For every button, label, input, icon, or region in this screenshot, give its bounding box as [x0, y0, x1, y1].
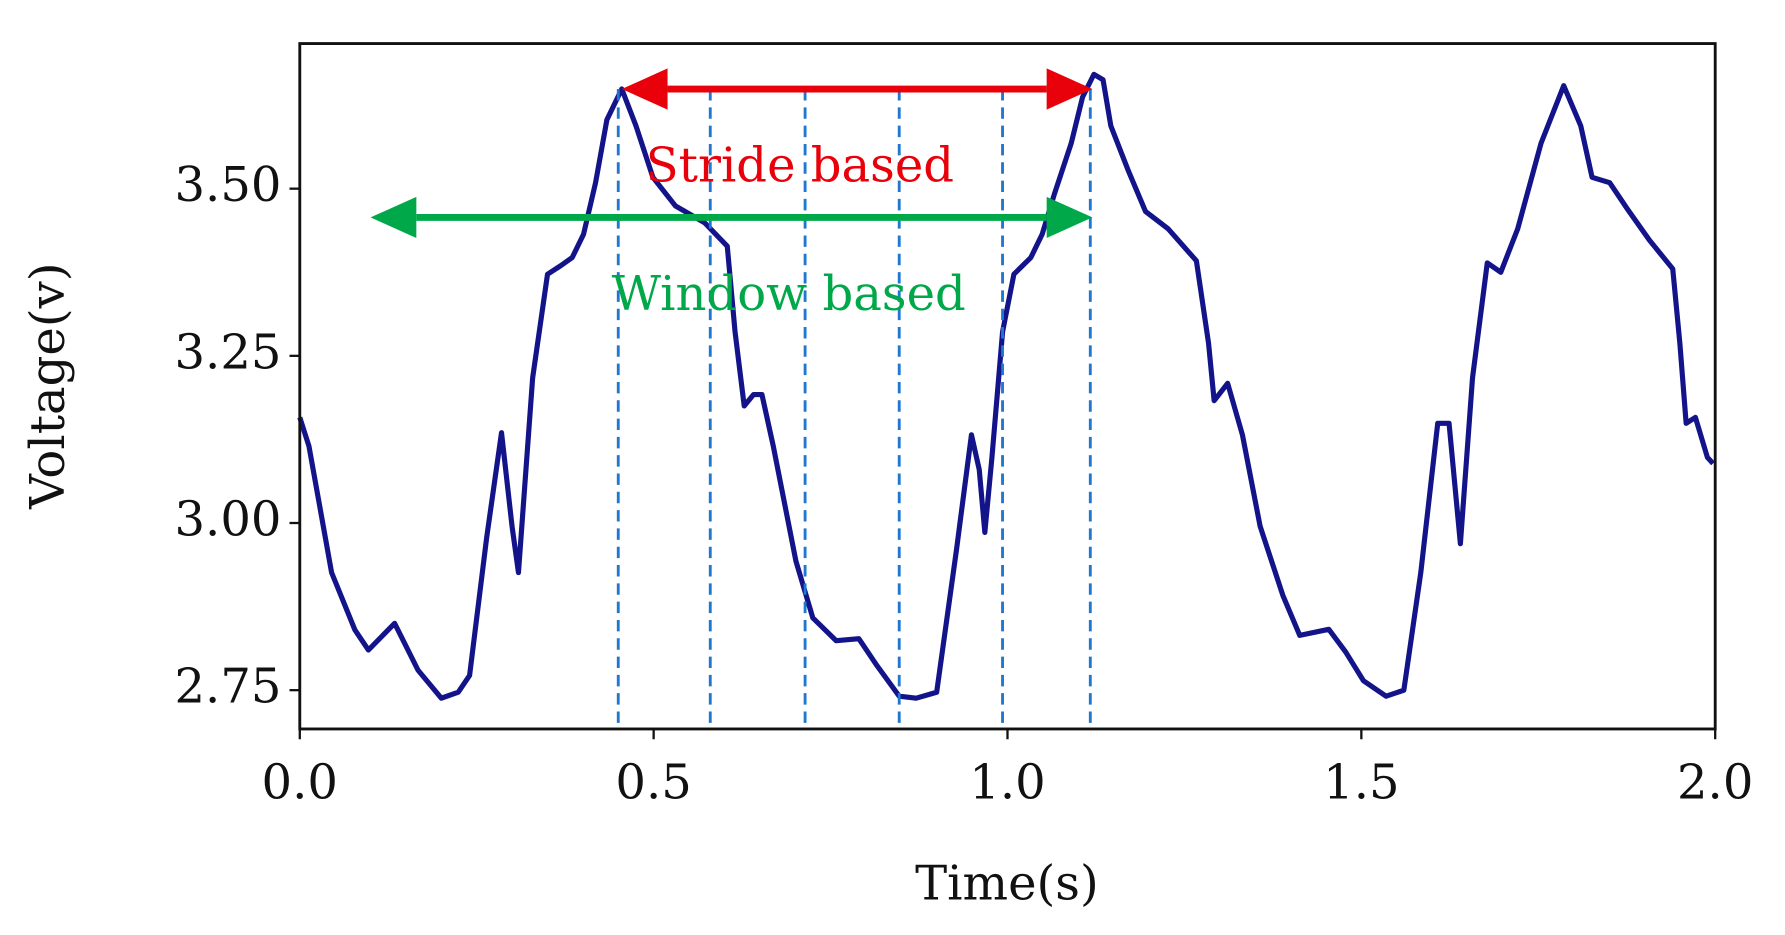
- annotation-label: Window based: [612, 266, 966, 322]
- y-tick-label: 2.75: [174, 659, 281, 715]
- plot-frame: [298, 42, 1717, 731]
- x-axis-label: Time(s): [915, 855, 1099, 911]
- x-tick-label: 1.5: [1323, 755, 1399, 811]
- y-axis-label: Voltage(v): [20, 263, 76, 510]
- arrow-head: [621, 68, 668, 110]
- x-tick-label: 2.0: [1677, 755, 1753, 811]
- y-tick-label: 3.00: [174, 492, 281, 548]
- arrow-head: [1046, 196, 1093, 239]
- y-tick-label: 3.25: [174, 324, 281, 380]
- arrow-head: [370, 196, 417, 239]
- x-tick-label: 0.5: [615, 755, 691, 811]
- y-tick-label: 3.50: [174, 157, 281, 213]
- annotation-label: Stride based: [646, 138, 954, 194]
- data-line: [297, 71, 1715, 701]
- arrow-head: [1046, 68, 1093, 110]
- x-tick-label: 0.0: [262, 755, 338, 811]
- x-tick-label: 1.0: [969, 755, 1045, 811]
